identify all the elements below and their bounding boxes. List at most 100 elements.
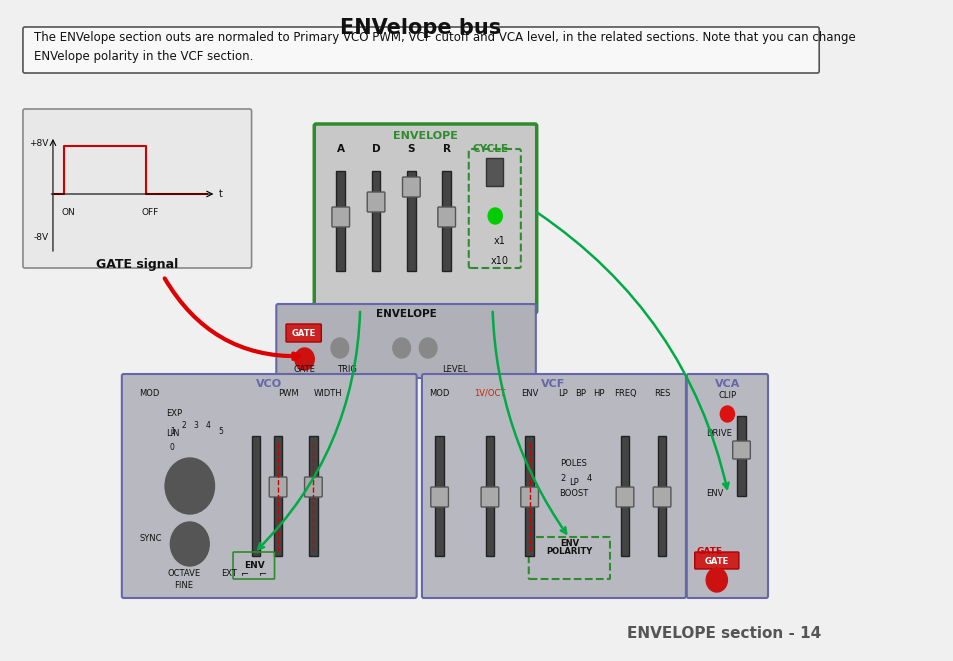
Text: ENVELOPE: ENVELOPE (393, 131, 457, 141)
Text: x1: x1 (494, 236, 505, 246)
FancyBboxPatch shape (732, 441, 750, 459)
Circle shape (294, 348, 314, 370)
Text: 4: 4 (586, 474, 592, 483)
Text: POLARITY: POLARITY (546, 547, 592, 556)
Text: MOD: MOD (139, 389, 160, 398)
Circle shape (393, 338, 410, 358)
Text: 5: 5 (218, 426, 223, 436)
FancyBboxPatch shape (122, 374, 416, 598)
Circle shape (331, 338, 349, 358)
Circle shape (419, 338, 436, 358)
Text: 1V/OCT: 1V/OCT (474, 389, 505, 398)
FancyBboxPatch shape (402, 177, 419, 197)
Text: D: D (372, 144, 380, 154)
Text: CLIP: CLIP (718, 391, 736, 400)
FancyBboxPatch shape (686, 374, 767, 598)
FancyBboxPatch shape (276, 304, 536, 378)
Bar (737, 416, 745, 496)
Text: GATE: GATE (696, 547, 722, 556)
Circle shape (705, 568, 726, 592)
FancyBboxPatch shape (332, 207, 349, 227)
Text: 1: 1 (170, 426, 174, 436)
Bar (407, 171, 416, 271)
Bar (620, 436, 629, 556)
Text: LEVEL: LEVEL (441, 365, 467, 374)
Text: HP: HP (592, 389, 603, 398)
Text: BP: BP (575, 389, 586, 398)
Text: 2: 2 (560, 474, 565, 483)
Circle shape (488, 208, 502, 224)
Text: PWM: PWM (277, 389, 298, 398)
Text: GATE: GATE (292, 329, 315, 338)
FancyBboxPatch shape (520, 487, 537, 507)
Text: VCF: VCF (540, 379, 565, 389)
Circle shape (171, 522, 209, 566)
Text: WIDTH: WIDTH (313, 389, 341, 398)
Text: 3: 3 (193, 422, 198, 430)
Bar (309, 436, 317, 556)
Bar (274, 436, 282, 556)
FancyBboxPatch shape (367, 192, 384, 212)
Text: RES: RES (653, 389, 670, 398)
Bar (336, 171, 345, 271)
Text: POLES: POLES (559, 459, 587, 468)
Text: R: R (442, 144, 450, 154)
Text: ON: ON (62, 208, 75, 217)
Text: 0: 0 (170, 444, 174, 453)
Text: -8V: -8V (33, 233, 49, 243)
Text: ENVelope bus: ENVelope bus (340, 18, 501, 38)
Text: MOD: MOD (429, 389, 449, 398)
Text: LIN: LIN (166, 429, 179, 438)
Text: The ENVelope section outs are normaled to Primary VCO PWM, VCF cutoff and VCA le: The ENVelope section outs are normaled t… (33, 31, 855, 63)
Text: ENV: ENV (520, 389, 537, 398)
Bar (485, 158, 502, 186)
FancyBboxPatch shape (23, 27, 819, 73)
Text: CYCLE: CYCLE (473, 144, 508, 154)
Text: x10: x10 (490, 256, 508, 266)
Text: LP
BOOST: LP BOOST (558, 478, 588, 498)
FancyBboxPatch shape (23, 109, 252, 268)
Text: OFF: OFF (141, 208, 158, 217)
Text: GATE signal: GATE signal (95, 258, 178, 271)
Text: ENVELOPE section - 14: ENVELOPE section - 14 (626, 626, 821, 641)
Text: ENV: ENV (705, 489, 722, 498)
FancyBboxPatch shape (286, 324, 321, 342)
Bar (372, 171, 380, 271)
Text: ⌐: ⌐ (258, 568, 267, 578)
Circle shape (720, 406, 734, 422)
FancyBboxPatch shape (480, 487, 498, 507)
FancyBboxPatch shape (694, 552, 738, 569)
Text: FREQ: FREQ (613, 389, 636, 398)
Text: A: A (336, 144, 344, 154)
Bar (252, 436, 260, 556)
Text: SYNC: SYNC (139, 534, 162, 543)
Text: ENV: ENV (559, 539, 578, 548)
Bar (525, 436, 534, 556)
Text: FINE: FINE (174, 581, 193, 590)
Text: DRIVE: DRIVE (705, 429, 731, 438)
Text: 4: 4 (206, 422, 211, 430)
Text: OCTAVE: OCTAVE (167, 569, 200, 578)
Bar (442, 171, 451, 271)
Text: VCA: VCA (714, 379, 740, 389)
Text: LP: LP (558, 389, 567, 398)
FancyBboxPatch shape (304, 477, 322, 497)
FancyBboxPatch shape (314, 124, 537, 313)
Text: TRIG: TRIG (336, 365, 356, 374)
FancyBboxPatch shape (437, 207, 455, 227)
FancyBboxPatch shape (421, 374, 685, 598)
FancyBboxPatch shape (269, 477, 287, 497)
Bar (657, 436, 666, 556)
Text: GATE: GATE (294, 365, 315, 374)
Bar (485, 436, 494, 556)
Text: S: S (407, 144, 415, 154)
Text: ENVELOPE: ENVELOPE (375, 309, 436, 319)
FancyBboxPatch shape (653, 487, 670, 507)
Text: +8V: +8V (30, 139, 49, 147)
Text: VCO: VCO (256, 379, 282, 389)
Text: 2: 2 (181, 422, 186, 430)
Text: t: t (218, 189, 223, 199)
Bar (435, 436, 443, 556)
Text: EXP: EXP (166, 409, 182, 418)
Text: ENV: ENV (244, 561, 264, 570)
